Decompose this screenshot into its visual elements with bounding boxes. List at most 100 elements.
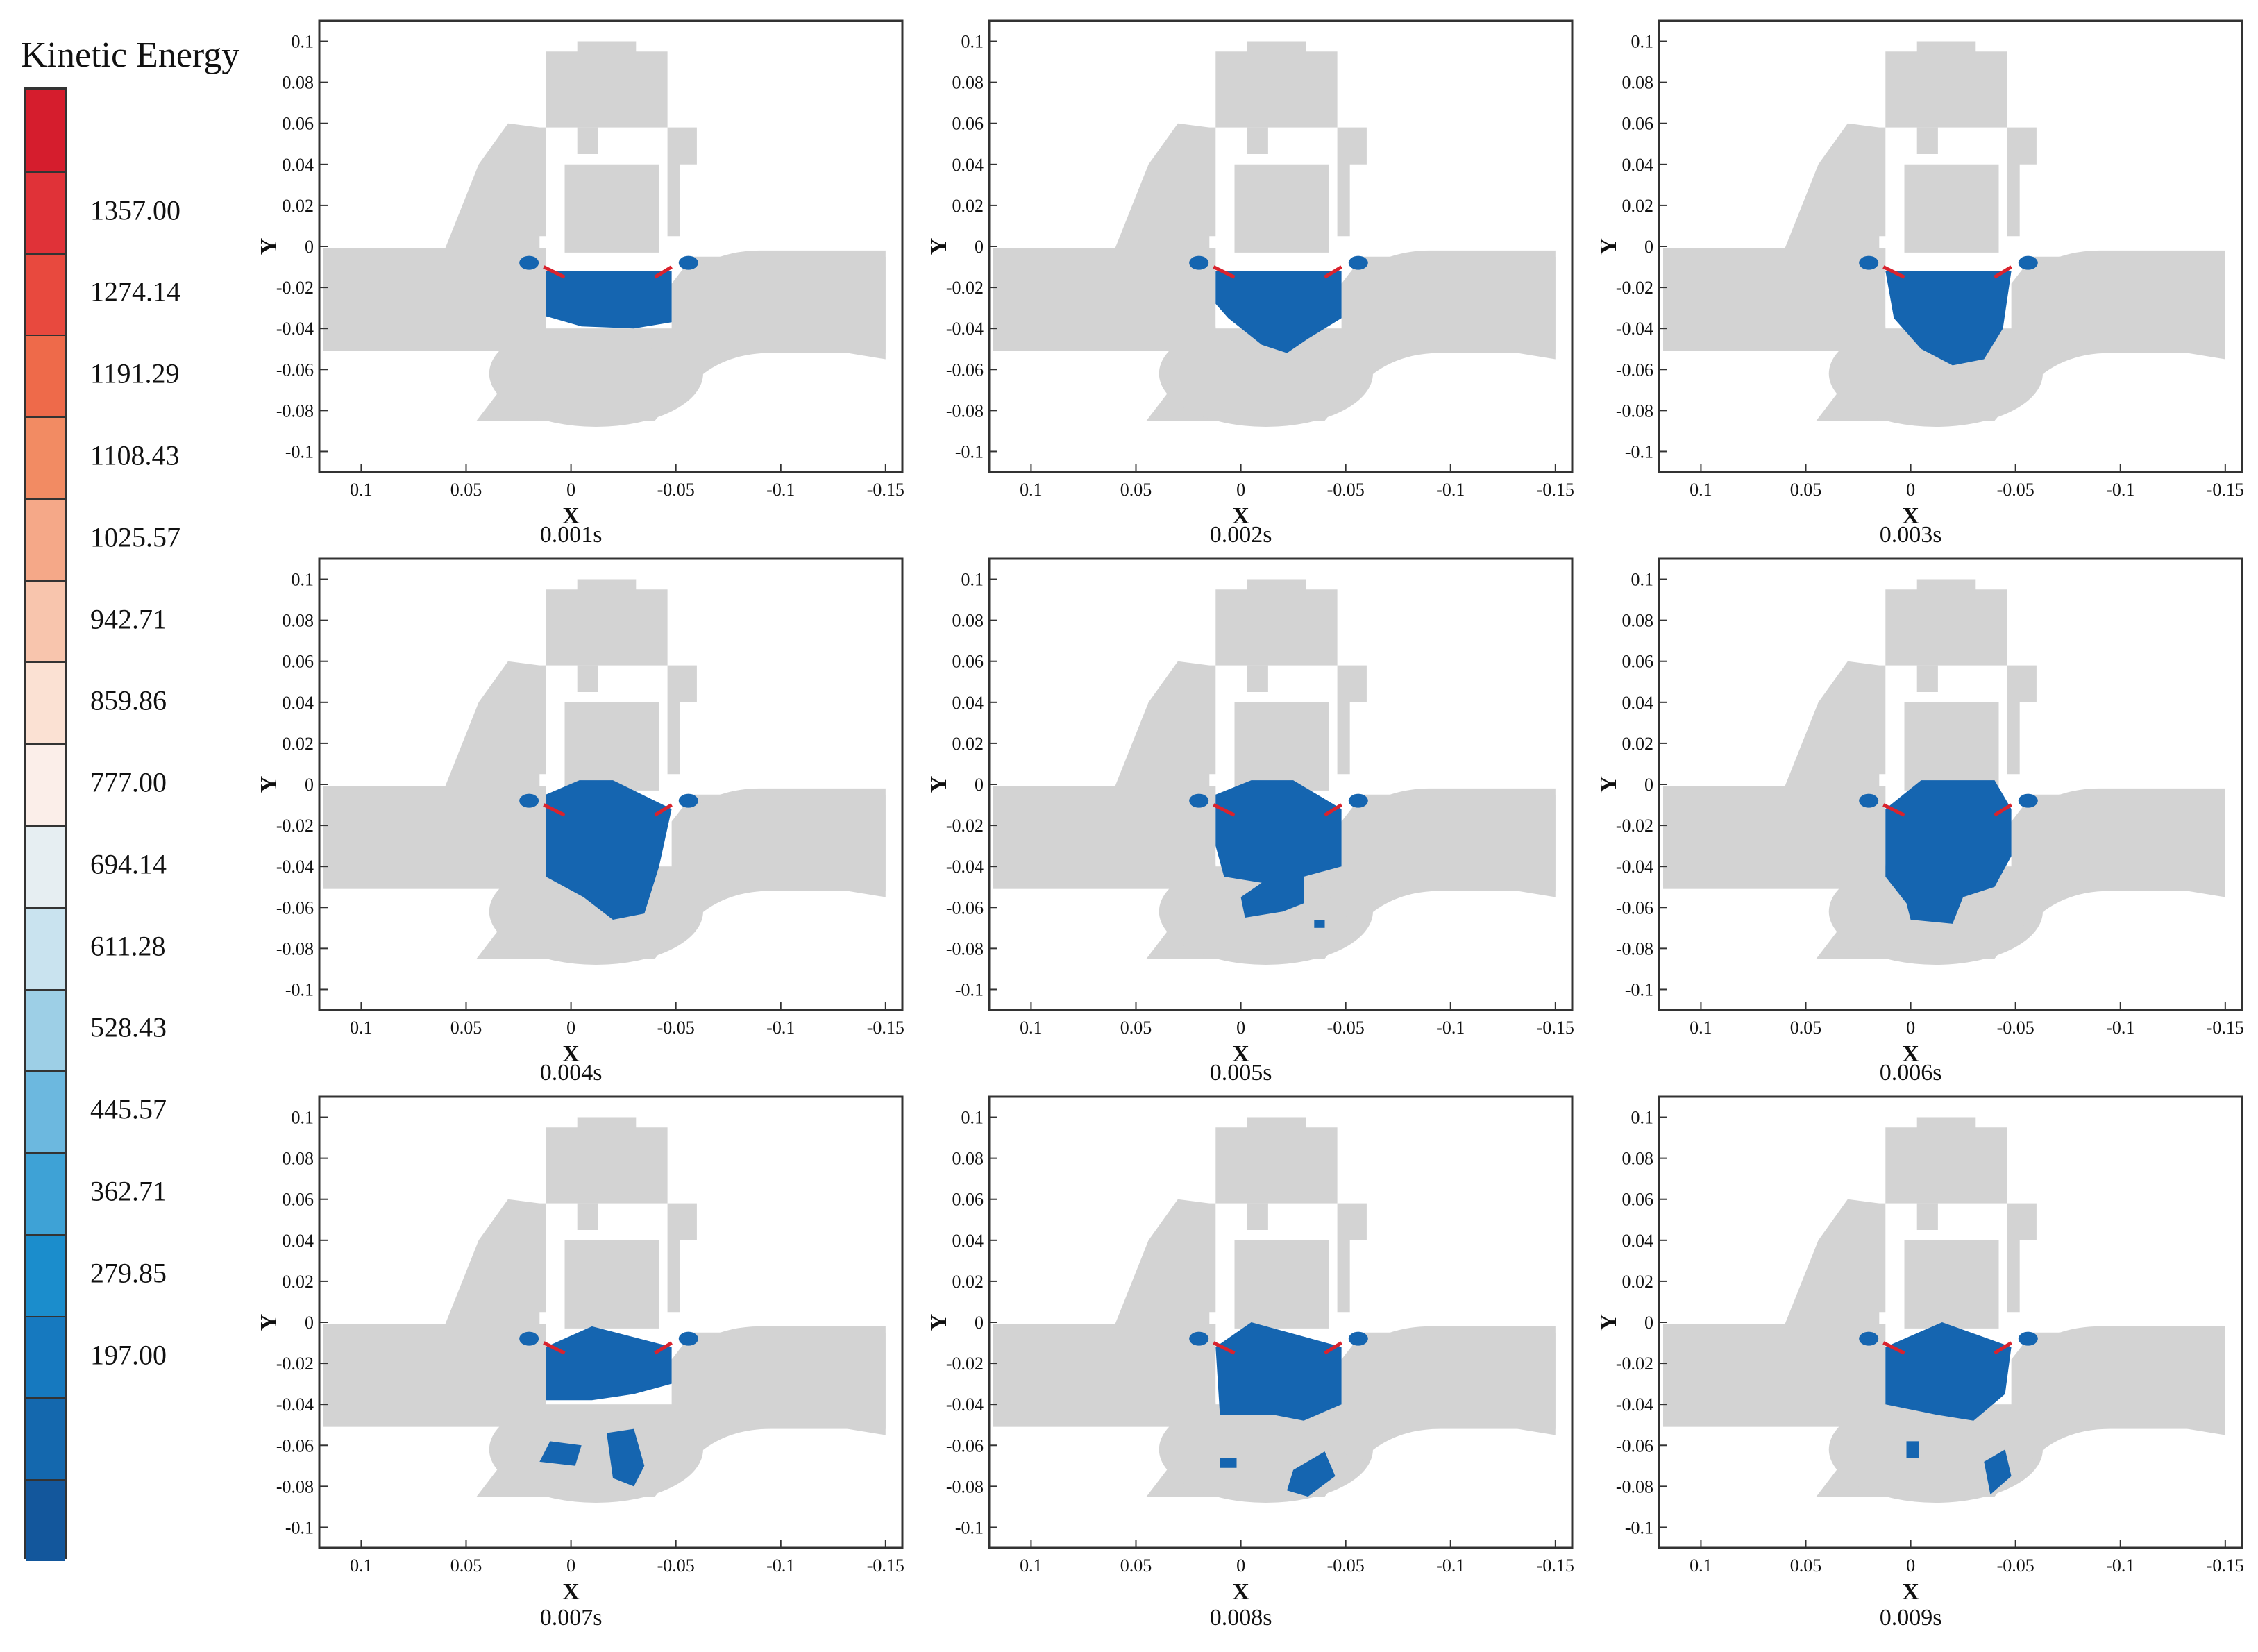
x-tick-label: -0.1 <box>766 1556 795 1576</box>
y-tick-label: 0.04 <box>1622 693 1654 713</box>
geometry-outlet-pipe <box>1973 788 2225 928</box>
y-axis-label: Y <box>926 776 952 793</box>
colorbar-segment <box>26 416 65 498</box>
geometry-outlet-pipe <box>1304 250 1556 390</box>
contour-plot: 0.1 0.08 0.06 0.04 0.02 0 -0.02 -0.04 -0.06 -0.08… <box>1596 19 2244 529</box>
cavitation-region <box>1314 920 1325 928</box>
y-tick-label: 0.08 <box>952 73 984 93</box>
y-tick-label: -0.1 <box>285 441 314 462</box>
x-tick-label: -0.1 <box>2106 1556 2134 1576</box>
cavitation-region <box>607 1428 645 1487</box>
geometry-bonnetRight <box>2007 665 2037 775</box>
x-tick-label: -0.05 <box>1327 1018 1365 1038</box>
geometry-bonnetRight <box>1337 665 1367 775</box>
y-tick-label: 0.06 <box>283 652 314 672</box>
valve-geometry <box>993 41 1556 427</box>
x-axis-label: X <box>1232 1041 1249 1067</box>
geometry-inlet-pipe <box>993 786 1216 889</box>
geometry-stemLeft <box>1247 127 1268 154</box>
y-tick-label: 0 <box>975 237 984 257</box>
panel-0.007s: 0.1 0.08 0.06 0.04 0.02 0 -0.02 -0.04 -0.06 -0.08… <box>256 1083 930 1631</box>
geometry-cageBody <box>564 1240 659 1329</box>
colorbar-tick-label: 1357.00 <box>90 194 180 226</box>
geometry-stemLeft <box>1916 665 1938 692</box>
x-tick-label: -0.1 <box>766 1018 795 1038</box>
geometry-upperLeftArc <box>1663 123 1880 248</box>
colorbar-segment <box>26 743 65 825</box>
geometry-stemLeft <box>1247 1203 1268 1230</box>
geometry-inlet-pipe <box>323 248 546 351</box>
x-tick-label: 0 <box>566 480 575 500</box>
seat-marker-right <box>654 803 673 817</box>
x-tick-label: 0 <box>1906 1556 1915 1576</box>
geometry-outlet-pipe <box>634 788 886 928</box>
cavitation-regions <box>1859 780 2038 924</box>
y-tick-label: -0.06 <box>1616 897 1653 918</box>
panel-0.009s: 0.1 0.08 0.06 0.04 0.02 0 -0.02 -0.04 -0.06 -0.08… <box>1596 1083 2258 1631</box>
colorbar-tick-label: 611.28 <box>90 930 166 962</box>
x-axis-label: X <box>1902 1041 1919 1067</box>
y-tick-label: -0.08 <box>276 938 314 959</box>
x-tick-label: -0.1 <box>766 480 795 500</box>
valve-geometry <box>323 41 886 427</box>
geometry-stemLeft <box>1247 665 1268 692</box>
x-tick-label: 0.1 <box>1690 1018 1712 1038</box>
x-axis-label: X <box>1902 1579 1919 1605</box>
cavitation-region <box>546 780 672 920</box>
colorbar-tick-label: 445.57 <box>90 1093 167 1125</box>
cavitation-region <box>1885 271 2012 366</box>
geometry-outlet-pipe <box>1304 788 1556 928</box>
x-tick-label: -0.05 <box>1997 1556 2034 1576</box>
seat-marker-left <box>1882 265 1905 279</box>
geometry-stemBlock <box>546 579 668 666</box>
x-tick-label: -0.05 <box>1997 1018 2034 1038</box>
y-tick-label: -0.1 <box>285 1517 314 1537</box>
y-tick-label: 0.06 <box>1622 114 1654 134</box>
geometry-stemBlock <box>546 1117 668 1204</box>
geometry-stemBlock <box>1215 41 1338 128</box>
x-tick-label: 0.05 <box>1790 1556 1822 1576</box>
contour-plot: 0.1 0.08 0.06 0.04 0.02 0 -0.02 -0.04 -0.06 -0.08… <box>926 19 1574 529</box>
geometry-cageBody <box>1904 1240 1999 1329</box>
geometry-bonnetLeft <box>1856 127 1886 237</box>
colorbar-tick-label: 859.86 <box>90 684 167 716</box>
seat-marker-right <box>1324 803 1342 817</box>
x-tick-label: 0 <box>1236 1018 1245 1038</box>
y-tick-label: 0 <box>1644 775 1653 795</box>
colorbar-tick-label: 197.00 <box>90 1339 167 1371</box>
x-tick-label: -0.05 <box>657 1018 695 1038</box>
cavitation-region <box>539 1441 582 1466</box>
cavitation-regions <box>1189 255 1368 353</box>
geometry-bonnetLeft <box>1856 665 1886 775</box>
panel-0.006s: 0.1 0.08 0.06 0.04 0.02 0 -0.02 -0.04 -0.06 -0.08… <box>1596 545 2258 1093</box>
panel-0.003s: 0.1 0.08 0.06 0.04 0.02 0 -0.02 -0.04 -0.06 -0.08… <box>1596 7 2258 555</box>
y-tick-label: 0.08 <box>1622 611 1654 631</box>
geometry-upperLeftArc <box>993 1199 1210 1324</box>
time-label: 0.004s <box>539 1060 603 1086</box>
y-tick-label: 0 <box>975 775 984 795</box>
geometry-upperLeftArc <box>323 661 540 786</box>
seat-marker-right <box>1994 1341 2012 1355</box>
legend-title: Kinetic Energy <box>21 35 240 75</box>
y-tick-label: -0.04 <box>946 1394 984 1415</box>
y-tick-label: -0.02 <box>276 816 314 836</box>
y-axis-label: Y <box>1596 776 1621 793</box>
seat-marker-right <box>654 1341 673 1355</box>
geometry-inlet-pipe <box>1663 248 1886 351</box>
panel-0.008s: 0.1 0.08 0.06 0.04 0.02 0 -0.02 -0.04 -0.06 -0.08… <box>926 1083 1600 1631</box>
y-tick-label: -0.04 <box>276 857 314 877</box>
time-label: 0.009s <box>1879 1605 1942 1630</box>
cavitation-region-left-lip <box>519 1331 539 1346</box>
y-tick-label: -0.08 <box>946 1476 984 1497</box>
y-tick-label: 0.06 <box>1622 652 1654 672</box>
cavitation-region-right-lip <box>678 1331 698 1346</box>
geometry-cageBody <box>1234 1240 1329 1329</box>
x-tick-label: -0.05 <box>657 480 695 500</box>
time-label: 0.006s <box>1879 1060 1942 1086</box>
cavitation-regions <box>1189 780 1368 928</box>
x-tick-label: -0.15 <box>2207 1018 2244 1038</box>
x-tick-label: -0.1 <box>2106 480 2134 500</box>
y-tick-label: -0.08 <box>276 1476 314 1497</box>
y-tick-label: -0.02 <box>1616 816 1653 836</box>
geometry-stemLeft <box>577 1203 598 1230</box>
